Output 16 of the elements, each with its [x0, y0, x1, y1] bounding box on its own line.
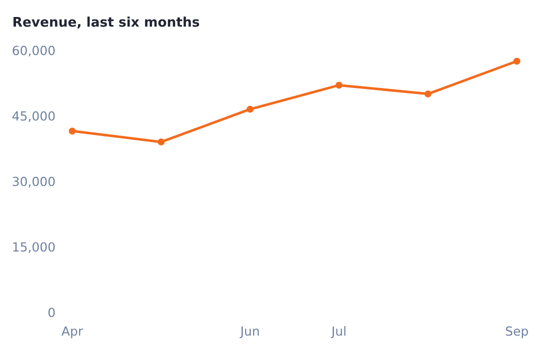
- x-tick-label: Apr: [62, 326, 84, 338]
- point: [336, 82, 342, 89]
- y-tick-label: 15,000: [13, 242, 55, 253]
- point: [424, 90, 432, 98]
- y-tick-label: 0: [48, 308, 55, 318]
- y-tick-label: 45,000: [12, 111, 55, 122]
- point: [513, 58, 520, 65]
- point: [246, 106, 254, 113]
- x-tick-label: Jul: [330, 326, 346, 338]
- y-tick-label: 60,000: [12, 46, 55, 56]
- x-tick-label: Sep: [506, 326, 528, 338]
- point: [68, 128, 76, 135]
- x-tick-label: Jun: [240, 326, 259, 338]
- chart-title: Revenue, last six months: [14, 16, 200, 29]
- y-tick-label: 30,000: [12, 176, 55, 188]
- point: [158, 138, 165, 146]
